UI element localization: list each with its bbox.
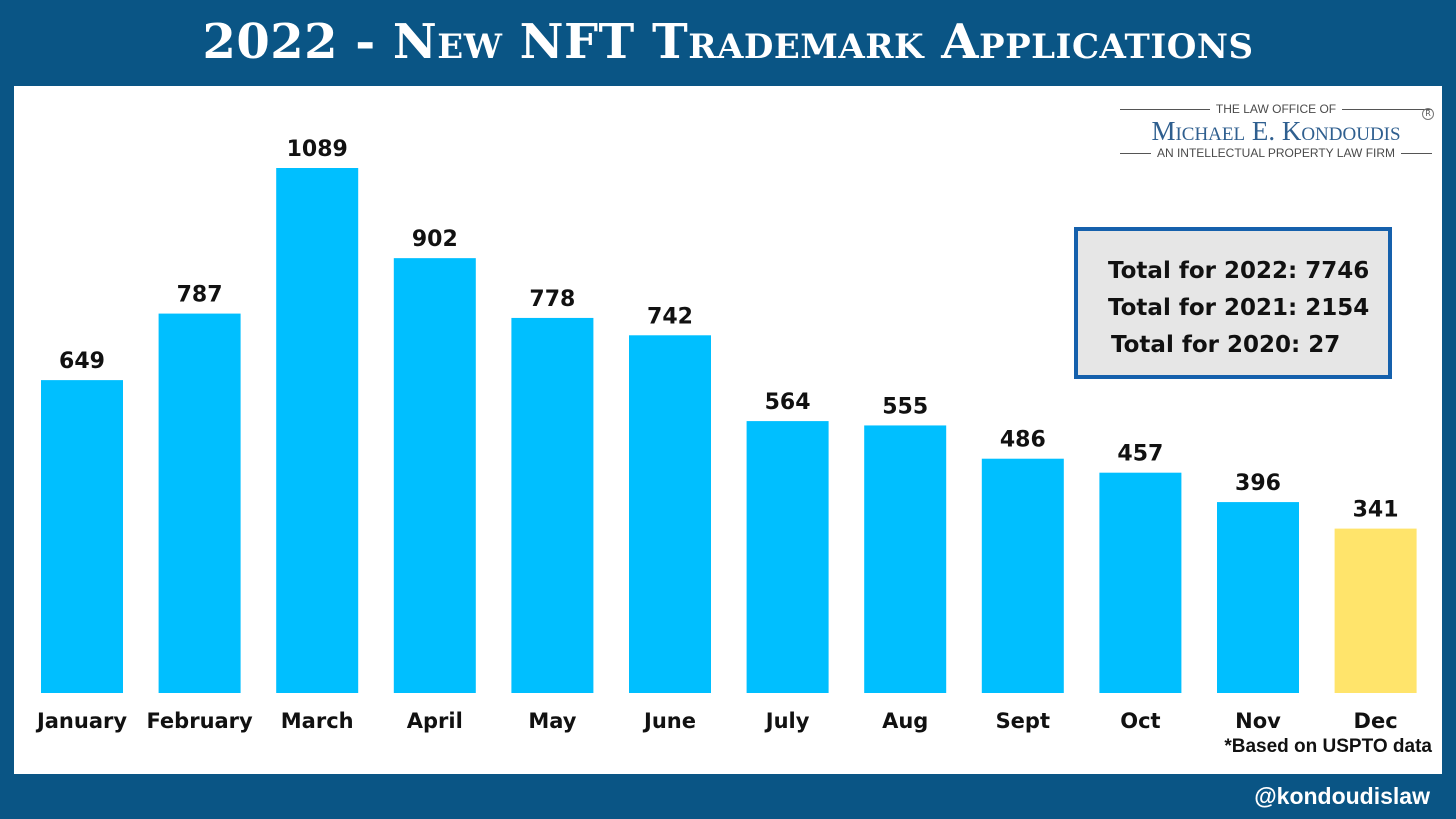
registered-mark-icon: R [1422,108,1434,120]
bar-april [393,258,476,693]
x-tick-label-april: April [407,709,463,733]
x-tick-label-sept: Sept [996,709,1050,733]
bar-july [746,421,829,693]
data-label-february: 787 [177,283,223,308]
bar-aug [864,425,947,693]
x-tick-label-oct: Oct [1120,709,1160,733]
x-tick-label-january: January [35,709,127,733]
bar-sept [981,458,1064,693]
chart-title: 2022 - New NFT Trademark Applications [202,14,1254,70]
x-tick-label-june: June [642,709,696,733]
data-label-may: 778 [529,287,575,312]
data-label-oct: 457 [1117,442,1163,467]
logo-bottom-line: AN INTELLECTUAL PROPERTY LAW FIRM [1120,146,1432,160]
total-2021: Total for 2021: 2154 [1108,295,1370,321]
firm-logo: THE LAW OFFICE OF Michael E. Kondoudis R… [1120,102,1434,162]
logo-name: Michael E. Kondoudis [1151,116,1401,146]
social-handle[interactable]: @kondoudislaw [1254,783,1430,809]
data-label-march: 1089 [287,137,348,162]
data-label-april: 902 [412,227,458,252]
x-tick-label-july: July [764,709,810,733]
x-tick-label-march: March [281,709,354,733]
bar-may [511,317,594,693]
x-tick-label-february: February [146,709,253,733]
x-tick-label-aug: Aug [882,709,928,733]
x-tick-label-may: May [528,709,576,733]
bar-chart: 649 January 787 February 1089 March 902 April 77… [35,137,1417,733]
source-note: *Based on USPTO data [1224,736,1432,757]
data-label-sept: 486 [1000,428,1046,453]
totals-box: Total for 2022: 7746 Total for 2021: 215… [1074,227,1392,379]
data-label-nov: 396 [1235,471,1281,496]
logo-top-line: THE LAW OFFICE OF [1120,102,1432,116]
bar-january [41,380,123,693]
bar-march [276,168,359,693]
data-label-january: 649 [59,349,105,374]
total-2020: Total for 2020: 27 [1111,332,1341,358]
chart-panel: 649 January 787 February 1089 March 902 April 77… [14,86,1442,774]
bar-june [629,335,711,693]
data-label-june: 742 [647,304,693,329]
bar-nov [1217,502,1299,693]
total-2022: Total for 2022: 7746 [1108,258,1370,284]
bar-dec [1334,528,1417,693]
bar-february [158,313,241,693]
x-tick-label-dec: Dec [1354,709,1398,733]
data-label-aug: 555 [882,394,928,419]
data-label-july: 564 [765,390,811,415]
data-label-dec: 341 [1353,498,1399,523]
x-tick-label-nov: Nov [1235,709,1281,733]
bar-oct [1099,472,1182,693]
